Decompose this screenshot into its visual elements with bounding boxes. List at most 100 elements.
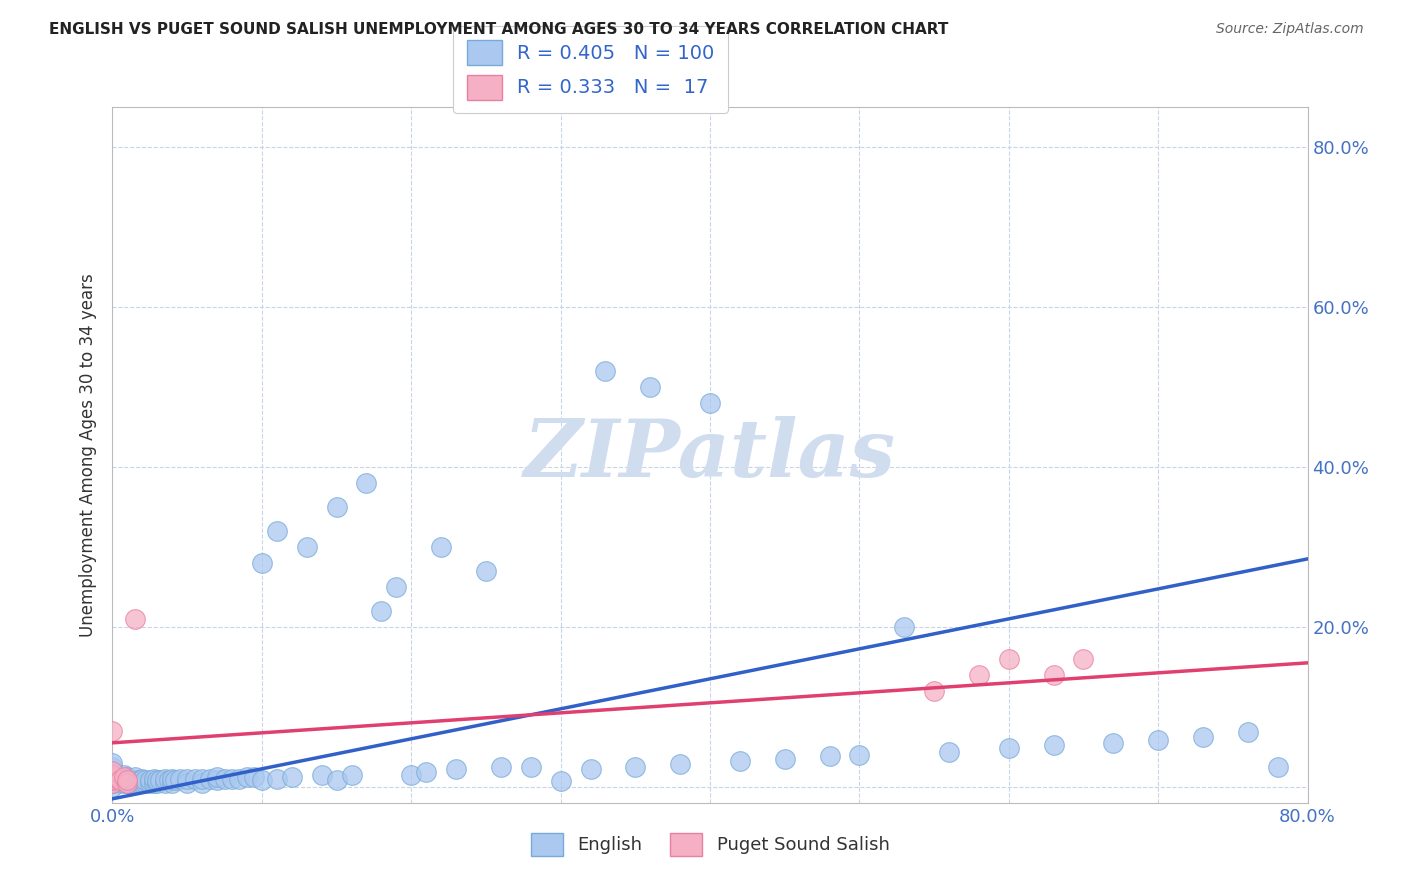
Point (281, 770, 304, 784)
Point (236, 770, 259, 784)
Point (101, 723, 124, 738)
Point (1192, 730, 1215, 744)
Point (139, 773, 162, 788)
Point (191, 776, 214, 790)
Point (967, 668, 990, 682)
Point (370, 604, 392, 618)
Point (117, 773, 139, 788)
Point (243, 770, 266, 784)
Point (101, 773, 124, 788)
Point (640, 380, 662, 394)
Point (1042, 738, 1064, 752)
Legend: English, Puget Sound Salish: English, Puget Sound Salish (523, 826, 897, 863)
Point (1073, 652, 1095, 666)
Point (101, 764, 124, 778)
Point (893, 620, 915, 634)
Point (356, 475, 378, 490)
Point (101, 756, 124, 770)
Point (773, 752, 796, 766)
Point (266, 772, 288, 786)
Point (134, 776, 156, 790)
Point (162, 776, 183, 790)
Point (114, 773, 135, 788)
Point (108, 773, 131, 788)
Point (117, 776, 139, 790)
Point (131, 772, 153, 786)
Point (146, 776, 169, 790)
Point (117, 773, 139, 788)
Point (101, 768, 124, 782)
Point (169, 772, 191, 786)
Point (143, 772, 166, 786)
Point (444, 762, 467, 776)
Point (114, 768, 135, 782)
Point (101, 776, 124, 790)
Point (475, 564, 498, 578)
Point (938, 745, 960, 759)
Point (101, 780, 124, 794)
Point (325, 773, 347, 788)
Point (183, 772, 205, 786)
Point (205, 770, 228, 784)
Point (325, 500, 347, 514)
Point (311, 768, 333, 782)
Point (146, 773, 169, 788)
Point (520, 760, 543, 774)
Point (401, 768, 423, 782)
Point (101, 768, 124, 782)
Text: ENGLISH VS PUGET SOUND SALISH UNEMPLOYMENT AMONG AGES 30 TO 34 YEARS CORRELATION: ENGLISH VS PUGET SOUND SALISH UNEMPLOYME… (49, 22, 949, 37)
Point (131, 773, 153, 788)
Point (153, 772, 176, 786)
Point (430, 540, 453, 554)
Point (114, 772, 135, 786)
Point (1102, 736, 1125, 750)
Point (128, 776, 150, 790)
Text: ZIPatlas: ZIPatlas (524, 417, 896, 493)
Point (124, 773, 146, 788)
Point (165, 773, 187, 788)
Point (266, 524, 288, 538)
Point (198, 772, 221, 786)
Point (221, 772, 243, 786)
Point (101, 772, 124, 786)
Point (595, 364, 617, 378)
Point (131, 776, 153, 790)
Point (101, 773, 124, 788)
Point (101, 760, 124, 774)
Point (128, 773, 150, 788)
Point (818, 749, 841, 764)
Point (120, 773, 142, 788)
Point (162, 772, 183, 786)
Point (117, 770, 139, 784)
Point (848, 747, 870, 762)
Point (579, 762, 602, 776)
Point (998, 652, 1021, 666)
Point (728, 754, 751, 768)
Point (114, 770, 135, 784)
Point (101, 772, 124, 786)
Point (228, 772, 250, 786)
Point (214, 772, 236, 786)
Text: Source: ZipAtlas.com: Source: ZipAtlas.com (1216, 22, 1364, 37)
Point (108, 770, 131, 784)
Point (295, 540, 318, 554)
Point (1042, 668, 1064, 682)
Point (134, 773, 156, 788)
Point (385, 580, 408, 594)
Point (1237, 725, 1260, 739)
Point (998, 741, 1021, 756)
Point (117, 776, 139, 790)
Point (176, 776, 198, 790)
Point (250, 556, 273, 570)
Point (250, 773, 273, 788)
Point (153, 776, 176, 790)
Point (101, 764, 124, 778)
Point (415, 765, 437, 780)
Point (699, 396, 721, 410)
Point (117, 772, 139, 786)
Y-axis label: Unemployment Among Ages 30 to 34 years: Unemployment Among Ages 30 to 34 years (79, 273, 97, 637)
Point (149, 773, 172, 788)
Point (191, 772, 214, 786)
Point (550, 774, 572, 789)
Point (489, 760, 512, 774)
